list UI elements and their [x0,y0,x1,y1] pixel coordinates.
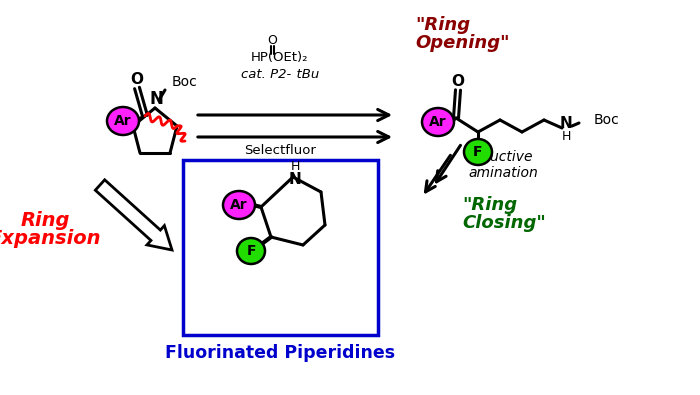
FancyArrow shape [95,180,172,250]
Text: N: N [559,117,573,132]
Text: H: H [561,130,570,143]
Text: Expansion: Expansion [0,228,102,248]
Text: N: N [149,90,163,108]
Text: Boc: Boc [594,113,620,127]
Text: Ar: Ar [114,114,132,128]
Text: HP(OEt)₂: HP(OEt)₂ [251,51,309,64]
Text: "Ring: "Ring [462,196,517,214]
Text: F: F [473,145,483,159]
Text: Selectfluor: Selectfluor [244,143,316,156]
Text: Closing": Closing" [462,214,546,232]
Ellipse shape [422,108,454,136]
Text: O: O [452,73,465,88]
Text: O: O [130,71,143,87]
Text: F: F [246,244,256,258]
Text: amination: amination [468,166,538,180]
Ellipse shape [107,107,139,135]
Text: Fluorinated Piperidines: Fluorinated Piperidines [165,344,395,362]
Text: Ring: Ring [20,211,70,229]
Bar [183,160,378,335]
Text: reductive: reductive [468,150,533,164]
Text: cat. P2-  tBu: cat. P2- tBu [241,68,319,81]
Text: O: O [267,34,277,47]
Ellipse shape [237,238,265,264]
Text: Ar: Ar [429,115,447,129]
Text: H: H [290,160,300,173]
Text: N: N [288,171,302,186]
Text: Opening": Opening" [415,34,510,52]
Text: Ar: Ar [230,198,248,212]
Ellipse shape [464,139,492,165]
Text: "Ring: "Ring [415,16,470,34]
Text: Boc: Boc [172,75,197,89]
Ellipse shape [223,191,255,219]
